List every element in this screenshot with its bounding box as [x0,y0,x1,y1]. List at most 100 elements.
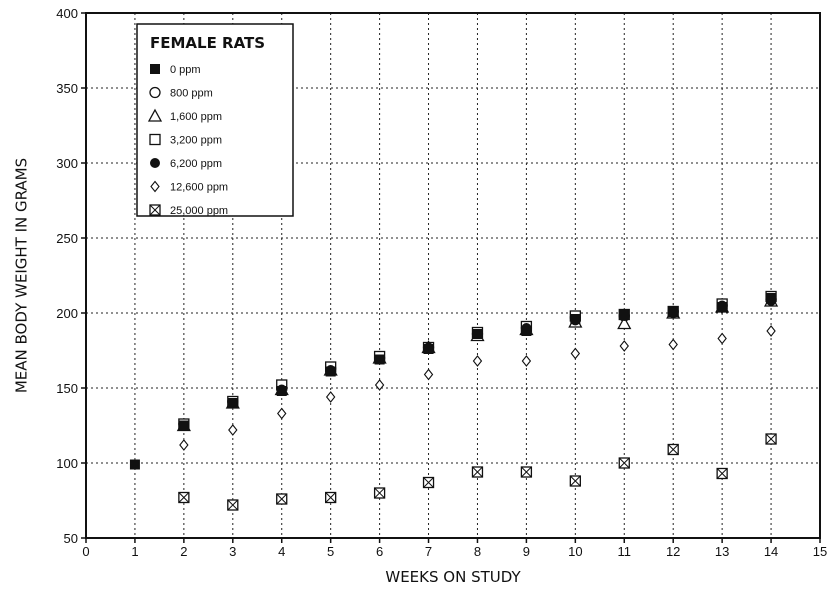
y-tick-label: 350 [56,81,78,96]
series-5 [179,325,776,451]
gridlines [86,13,820,538]
legend-marker [150,64,160,74]
x-tick-label: 9 [523,544,530,559]
legend: FEMALE RATS 0 ppm 800 ppm 1,600 ppm 3,200 p… [136,23,294,217]
data-point [619,309,630,320]
data-point [374,354,385,365]
legend-item: 3,200 ppm [149,133,222,147]
y-tick-label: 150 [56,381,78,396]
data-point [619,340,629,352]
x-tick-label: 7 [425,544,432,559]
legend-item: 0 ppm [150,64,201,76]
y-tick-label: 300 [56,156,78,171]
legend-marker [149,204,161,216]
x-tick-label: 5 [327,544,334,559]
data-point [472,329,483,339]
data-point [766,325,776,337]
data-point [423,344,434,354]
legend-marker [150,158,160,168]
data-point [422,476,435,489]
legend-marker [149,133,161,146]
data-point [471,466,484,478]
legend-item: 6,200 ppm [150,158,222,170]
y-axis-title: MEAN BODY WEIGHT IN GRAMS [13,158,31,393]
data-point [373,487,386,499]
y-tick-label: 250 [56,231,78,246]
data-point [325,366,336,377]
legend-label: 25,000 ppm [170,205,228,217]
legend-label: 12,600 ppm [170,182,228,194]
y-tick-label: 200 [56,306,78,321]
plot-area-frame [85,12,821,539]
x-tick-label: 12 [666,544,680,559]
data-point [765,433,777,445]
data-point [570,314,581,324]
data-point [178,491,190,504]
data-point [668,338,678,351]
legend-label: 3,200 ppm [170,135,222,147]
data-point [716,467,728,480]
legend-items: 0 ppm 800 ppm 1,600 ppm 3,200 ppm 6,200 ppm 1… [147,64,228,217]
x-tick-label: 2 [180,544,187,559]
data-point [668,306,679,317]
x-tick-label: 3 [229,544,236,559]
data-point [667,443,679,456]
data-point [325,491,337,504]
data-point [569,475,581,487]
legend-marker [150,180,160,193]
data-point [227,499,239,511]
data-point [717,302,728,312]
data-point [423,368,434,381]
y-tick-label: 50 [64,531,78,546]
data-point [228,424,238,436]
data-point [521,326,532,336]
legend-item: 800 ppm [149,86,213,100]
legend-label: 6,200 ppm [170,158,222,170]
legend-label: 1,600 ppm [170,111,222,123]
legend-item: 12,600 ppm [150,180,228,194]
x-tick-label: 0 [82,544,89,559]
data-points [129,290,779,511]
data-point [178,420,189,431]
x-tick-label: 14 [764,544,778,559]
data-point [717,332,727,345]
data-point [179,439,189,451]
x-tick-label: 13 [715,544,729,559]
x-tick-label: 4 [278,544,285,559]
data-point [277,407,287,420]
data-point [129,459,140,470]
axis-ticks: 0 1 2 3 4 5 6 7 8 9 10 11 12 13 14 15501001502002503003… [56,6,827,559]
x-tick-label: 8 [474,544,481,559]
y-tick-label: 100 [56,456,78,471]
series-6 [178,433,777,511]
legend-item: 25,000 ppm [149,204,228,217]
legend-label: 0 ppm [170,64,201,76]
data-point [521,355,532,367]
data-point [617,316,632,330]
data-point [766,293,777,303]
x-tick-label: 15 [813,544,827,559]
x-tick-label: 10 [568,544,582,559]
data-point [276,493,288,505]
legend-title: FEMALE RATS [150,34,265,52]
data-point [374,379,385,391]
data-point [472,355,483,367]
legend-box [136,23,294,217]
x-axis-title: WEEKS ON STUDY [385,568,521,586]
series-0 [129,293,777,470]
data-point [618,457,630,469]
x-tick-label: 6 [376,544,383,559]
legend-label: 800 ppm [170,88,213,100]
x-tick-label: 11 [618,544,632,559]
x-tick-label: 1 [131,544,138,559]
data-point [276,386,287,396]
data-point [520,466,533,478]
legend-marker [147,108,163,122]
legend-marker [149,86,161,99]
y-tick-label: 400 [56,6,78,21]
data-point [325,391,336,403]
data-point [227,398,238,408]
data-point [570,347,581,360]
legend-item: 1,600 ppm [147,108,222,123]
